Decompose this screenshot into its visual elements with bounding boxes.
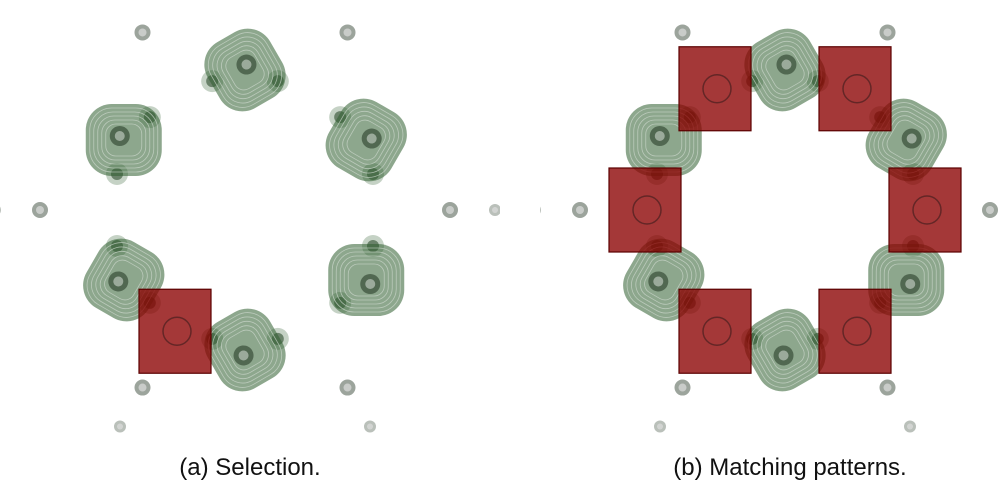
outer-point-a [339, 379, 356, 396]
selection-box-b [818, 46, 892, 132]
outer-point-a [114, 420, 126, 433]
ring-orbitals-a [83, 28, 407, 392]
outer-point-b [654, 420, 666, 433]
ring-orbital-b [744, 308, 826, 392]
selection-box-b [608, 167, 682, 253]
selection-box-b [818, 288, 892, 374]
ring-orbital-a [204, 308, 286, 392]
matching-visualization [540, 24, 998, 433]
selection-box-b [888, 167, 962, 253]
selection-box-b [678, 288, 752, 374]
ring-orbital-a [328, 244, 405, 316]
outer-point-a [134, 24, 151, 41]
panel-selection: (a) Selection. [0, 0, 500, 491]
outer-point-a [134, 379, 151, 396]
ring-orbital-a [325, 98, 407, 182]
outer-point-b [674, 24, 691, 41]
matching-boxes-b [608, 46, 962, 374]
ring-orbital-b [744, 28, 826, 112]
outer-point-a [0, 206, 1, 214]
outer-point-b [879, 379, 896, 396]
selection-visualization [0, 24, 500, 433]
outer-point-b [982, 202, 998, 218]
outer-point-a [489, 204, 500, 216]
outer-point-a [339, 24, 356, 41]
caption-b: (b) Matching patterns. [673, 454, 907, 481]
selection-box-b [678, 46, 752, 132]
panel-matching: (b) Matching patterns. [540, 0, 1003, 491]
selection-box-a [138, 288, 212, 374]
outer-point-b [904, 420, 916, 433]
outer-point-b [674, 379, 691, 396]
ring-orbital-a [204, 28, 286, 112]
ring-orbital-a [85, 104, 162, 176]
outer-point-a [32, 202, 48, 218]
outer-point-b [572, 202, 588, 218]
outer-point-a [442, 202, 458, 218]
outer-point-b [540, 206, 541, 214]
outer-point-a [364, 420, 376, 433]
caption-a: (a) Selection. [179, 454, 321, 481]
selection-box-a [138, 288, 212, 374]
outer-point-b [879, 24, 896, 41]
